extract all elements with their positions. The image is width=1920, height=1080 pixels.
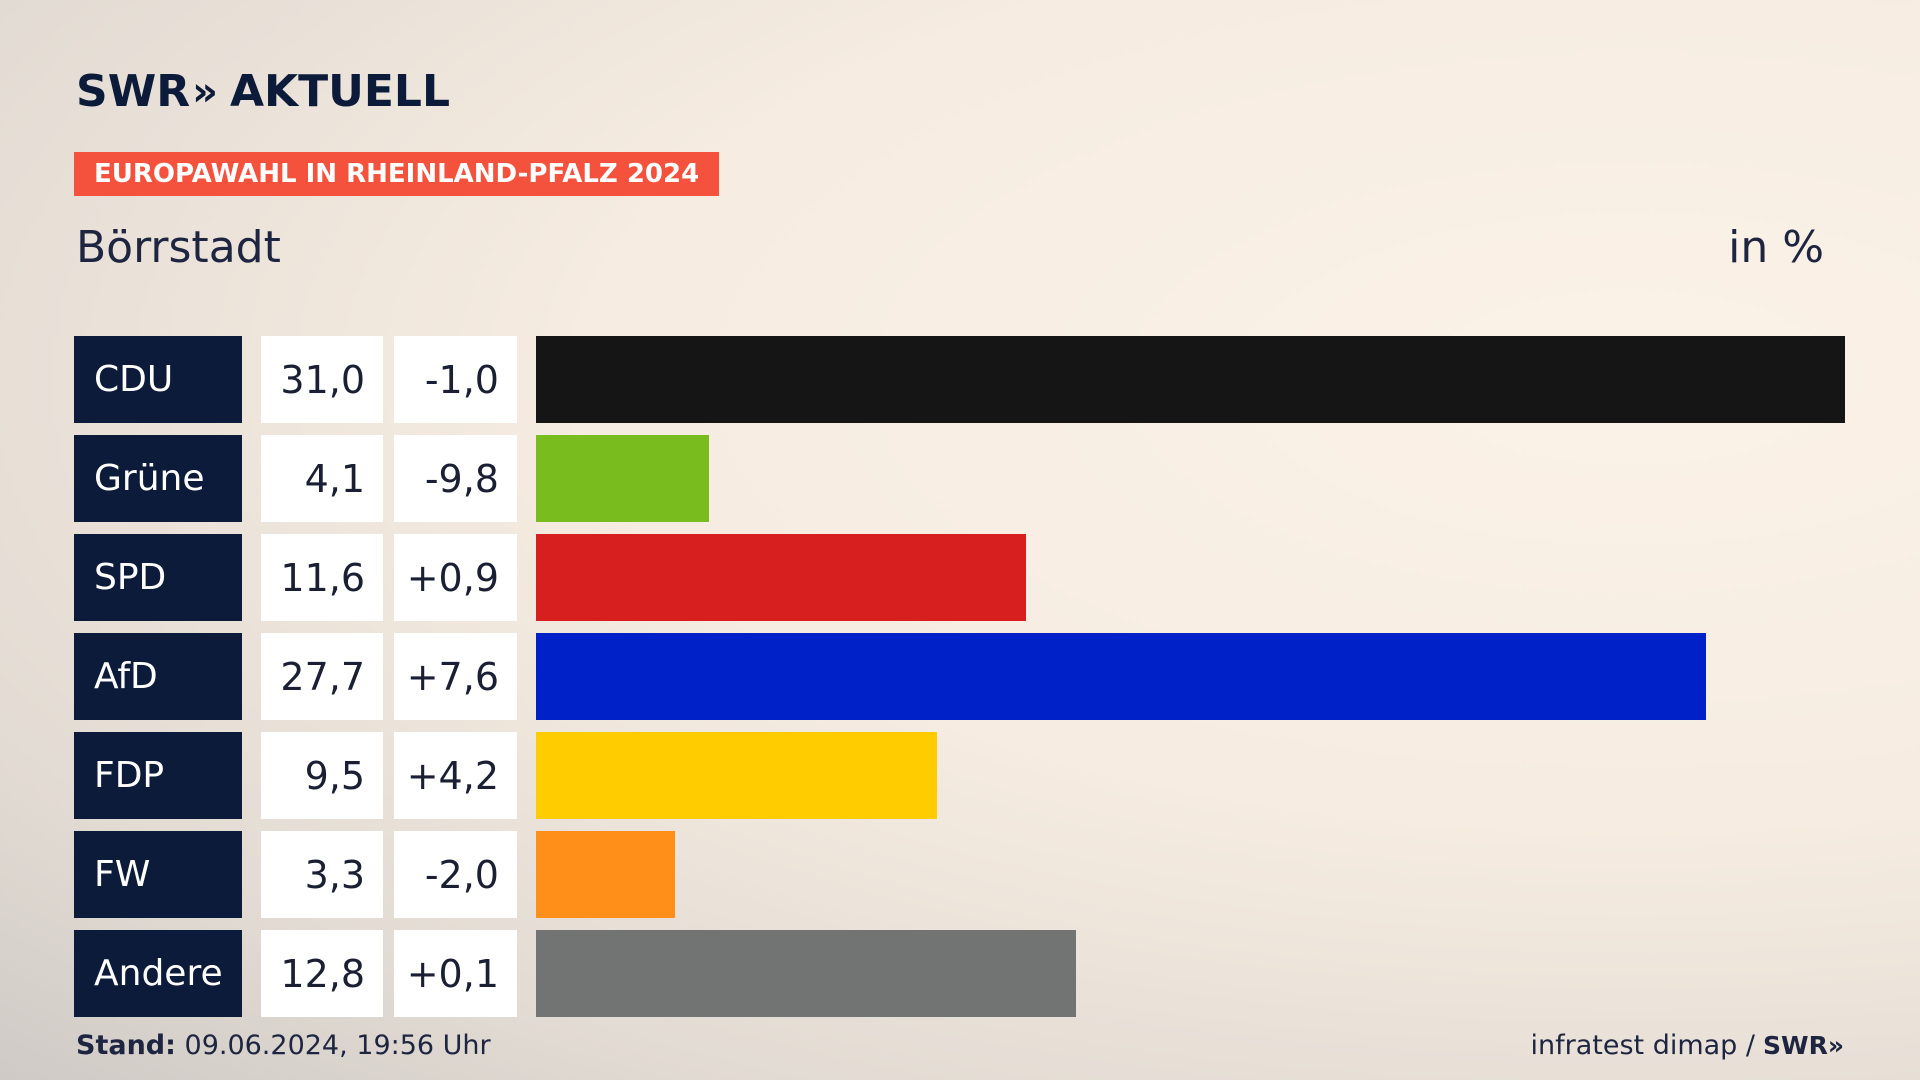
location-title: Börrstadt bbox=[76, 222, 281, 273]
party-label: SPD bbox=[74, 534, 242, 621]
vote-change-value: -9,8 bbox=[394, 435, 517, 522]
vote-change-value: -1,0 bbox=[394, 336, 517, 423]
result-row: Andere 12,8 +0,1 bbox=[74, 930, 1846, 1017]
bar-andere bbox=[536, 930, 1076, 1017]
party-label: FW bbox=[74, 831, 242, 918]
stand-label: Stand: bbox=[76, 1030, 176, 1061]
party-label: FDP bbox=[74, 732, 242, 819]
bar-spd bbox=[536, 534, 1026, 621]
vote-change-value: +0,1 bbox=[394, 930, 517, 1017]
party-label: CDU bbox=[74, 336, 242, 423]
result-row: FDP 9,5 +4,2 bbox=[74, 732, 1846, 819]
vote-share-value: 9,5 bbox=[261, 732, 383, 819]
swr-aktuell-logo: SWR » AKTUELL bbox=[76, 66, 450, 117]
bar-cdu bbox=[536, 336, 1845, 423]
party-label: Andere bbox=[74, 930, 242, 1017]
vote-change-value: +0,9 bbox=[394, 534, 517, 621]
bar-fdp bbox=[536, 732, 937, 819]
logo-swr-text: SWR bbox=[76, 66, 191, 117]
vote-change-value: +7,6 bbox=[394, 633, 517, 720]
vote-change-value: +4,2 bbox=[394, 732, 517, 819]
logo-aktuell-text: AKTUELL bbox=[229, 66, 450, 117]
timestamp: Stand: 09.06.2024, 19:56 Uhr bbox=[76, 1030, 491, 1061]
bar-fw bbox=[536, 831, 675, 918]
election-badge: EUROPAWAHL IN RHEINLAND-PFALZ 2024 bbox=[74, 152, 720, 196]
bar-grne bbox=[536, 435, 709, 522]
source-text: infratest dimap / bbox=[1530, 1030, 1756, 1061]
vote-share-value: 31,0 bbox=[261, 336, 383, 423]
result-row: CDU 31,0 -1,0 bbox=[74, 336, 1846, 423]
vote-change-value: -2,0 bbox=[394, 831, 517, 918]
swr-small-logo: SWR» bbox=[1763, 1031, 1844, 1060]
logo-chevron-icon: » bbox=[192, 68, 218, 115]
unit-label: in % bbox=[1728, 222, 1824, 273]
bar-afd bbox=[536, 633, 1706, 720]
vote-share-value: 11,6 bbox=[261, 534, 383, 621]
party-label: AfD bbox=[74, 633, 242, 720]
result-row: AfD 27,7 +7,6 bbox=[74, 633, 1846, 720]
vote-share-value: 12,8 bbox=[261, 930, 383, 1017]
vote-share-value: 27,7 bbox=[261, 633, 383, 720]
vote-share-value: 4,1 bbox=[261, 435, 383, 522]
source-credit: infratest dimap / SWR» bbox=[1531, 1030, 1845, 1061]
result-row: SPD 11,6 +0,9 bbox=[74, 534, 1846, 621]
party-label: Grüne bbox=[74, 435, 242, 522]
stand-value: 09.06.2024, 19:56 Uhr bbox=[184, 1030, 491, 1061]
result-row: FW 3,3 -2,0 bbox=[74, 831, 1846, 918]
vote-share-value: 3,3 bbox=[261, 831, 383, 918]
result-row: Grüne 4,1 -9,8 bbox=[74, 435, 1846, 522]
